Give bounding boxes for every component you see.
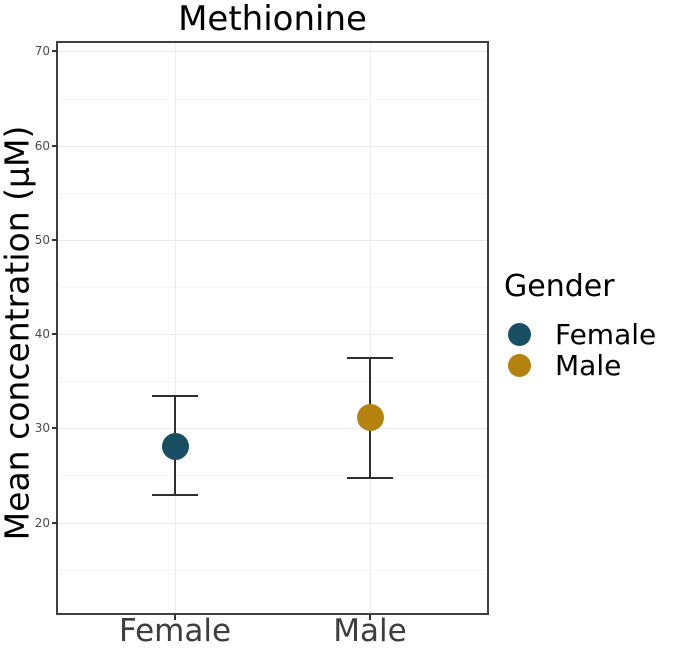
data-point-female	[161, 432, 189, 460]
gridline-category	[175, 43, 176, 613]
y-tick-mark	[52, 333, 58, 336]
gridline-major	[58, 239, 487, 241]
gridline-minor	[58, 569, 487, 571]
x-tick-label-male: Male	[333, 613, 407, 649]
y-tick-label: 50	[34, 232, 50, 247]
y-tick-mark	[52, 50, 58, 53]
plot-panel	[56, 41, 489, 615]
data-point-male	[356, 404, 384, 432]
legend-label: Female	[555, 318, 657, 351]
chart-title: Methionine	[178, 0, 367, 39]
legend-item-male: Male	[504, 349, 683, 382]
y-tick-label: 20	[34, 515, 50, 530]
legend-item-female: Female	[504, 318, 683, 351]
errorbar-cap-lower-male	[347, 477, 393, 480]
y-tick-mark	[52, 521, 58, 524]
gridline-minor	[58, 98, 487, 100]
y-tick-mark	[52, 427, 58, 430]
y-tick-mark	[52, 238, 58, 241]
x-tick-mark	[369, 615, 371, 620]
legend-title: Gender	[504, 269, 615, 304]
y-tick-label: 60	[34, 138, 50, 153]
x-tick-label-female: Female	[118, 613, 232, 649]
gridline-minor	[58, 192, 487, 194]
gridline-minor	[58, 287, 487, 289]
gridline-major	[58, 51, 487, 53]
errorbar-cap-lower-female	[152, 494, 198, 497]
legend-items: Female Male	[504, 318, 683, 382]
gridline-minor	[58, 475, 487, 477]
gridline-major	[58, 334, 487, 336]
gridline-category	[370, 43, 371, 613]
y-tick-mark	[52, 144, 58, 147]
legend-swatch-icon	[508, 323, 531, 346]
x-tick-mark	[174, 615, 176, 620]
gridline-major	[58, 428, 487, 430]
y-tick-label: 30	[34, 421, 50, 436]
legend: Gender Female Male	[504, 268, 683, 382]
y-tick-label: 70	[34, 44, 50, 59]
legend-label: Male	[555, 349, 622, 382]
gridline-major	[58, 145, 487, 147]
gridline-major	[58, 522, 487, 524]
y-tick-label: 40	[34, 327, 50, 342]
gridline-minor	[58, 381, 487, 383]
errorbar-cap-upper-male	[347, 356, 393, 359]
errorbar-cap-upper-female	[152, 395, 198, 398]
legend-swatch-icon	[508, 354, 531, 377]
